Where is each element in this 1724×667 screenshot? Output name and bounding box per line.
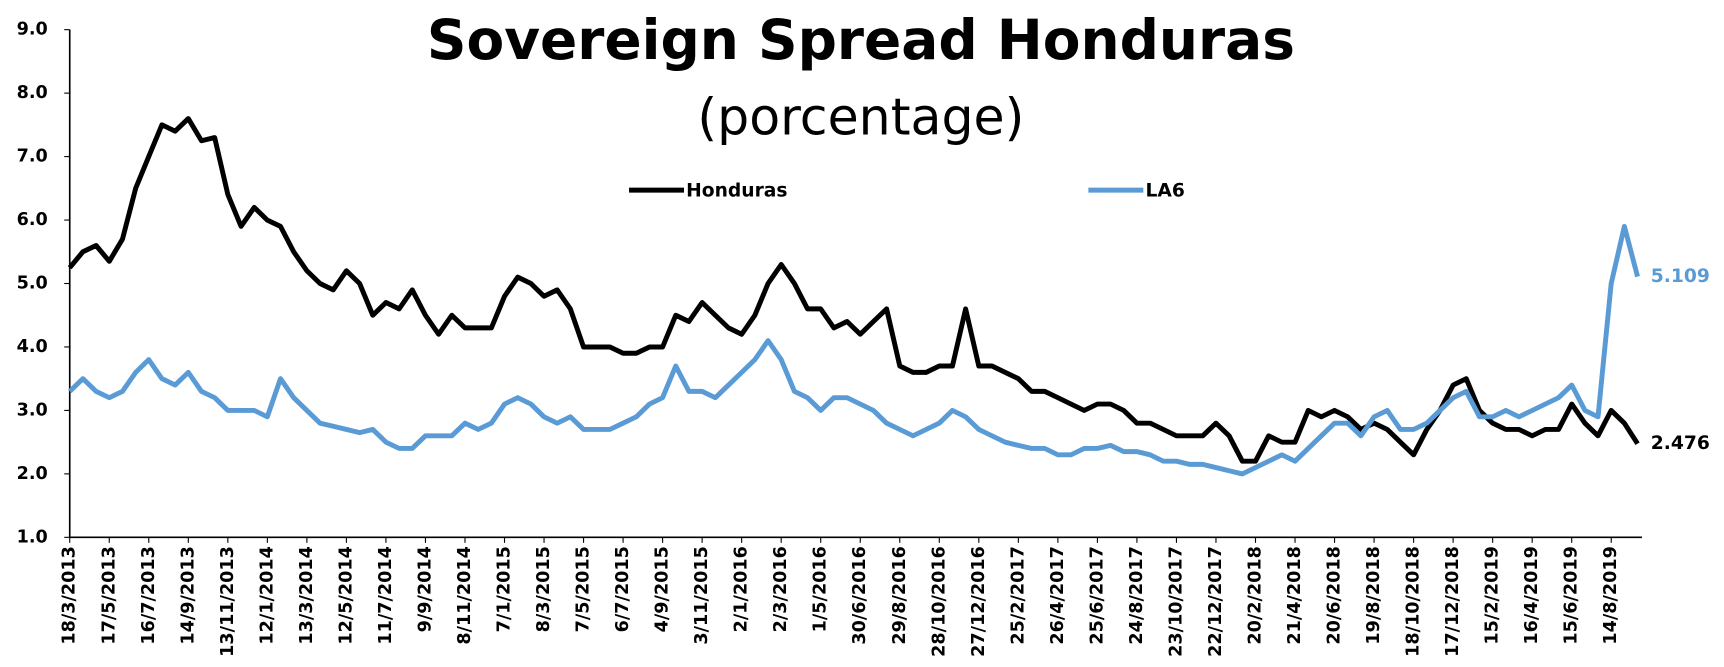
line-series <box>67 116 1640 464</box>
end-value-label: 5.109 <box>1651 266 1710 287</box>
chart-title: Sovereign Spread Honduras <box>427 8 1295 72</box>
x-tick-label: 17/5/2013 <box>99 546 119 644</box>
y-tick-label: 7.0 <box>17 147 48 167</box>
x-tick-label: 11/7/2014 <box>376 546 396 644</box>
x-tick-label: 16/7/2013 <box>139 546 159 644</box>
x-tick-label: 18/10/2018 <box>1404 546 1424 657</box>
x-tick-label: 27/12/2016 <box>969 546 989 657</box>
x-tick-label: 6/7/2015 <box>613 546 633 632</box>
x-tick-label: 16/4/2019 <box>1522 546 1542 644</box>
x-tick-label: 25/2/2017 <box>1008 546 1028 644</box>
y-tick-label: 1.0 <box>17 527 48 547</box>
x-tick-label: 3/11/2015 <box>692 546 712 644</box>
line-series <box>68 223 1640 477</box>
x-tick-label: 30/6/2016 <box>850 546 870 644</box>
x-tick-label: 20/6/2018 <box>1325 546 1345 644</box>
x-tick-label: 12/5/2014 <box>336 546 356 644</box>
end-value-label: 2.476 <box>1651 433 1710 454</box>
x-tick-label: 7/1/2015 <box>495 546 515 632</box>
x-tick-label: 23/10/2017 <box>1166 546 1186 657</box>
x-tick-label: 2/3/2016 <box>771 546 791 632</box>
x-tick-label: 1/5/2016 <box>811 546 831 632</box>
x-tick-label: 19/8/2018 <box>1364 546 1384 644</box>
legend-label: Honduras <box>686 181 787 202</box>
x-tick-label: 8/11/2014 <box>455 546 475 644</box>
x-tick-label: 7/5/2015 <box>574 546 594 632</box>
x-tick-label: 8/3/2015 <box>534 546 554 632</box>
x-tick-label: 29/8/2016 <box>890 546 910 644</box>
y-tick-label: 4.0 <box>17 337 48 357</box>
y-tick-label: 6.0 <box>17 210 48 230</box>
y-tick-label: 2.0 <box>17 464 48 484</box>
x-tick-label: 9/9/2014 <box>415 546 435 632</box>
x-tick-label: 14/9/2013 <box>178 546 198 644</box>
legend-label: LA6 <box>1146 181 1185 202</box>
x-tick-label: 17/12/2018 <box>1443 546 1463 657</box>
x-tick-label: 18/3/2013 <box>60 546 80 644</box>
x-tick-label: 13/11/2013 <box>218 546 238 657</box>
y-tick-label: 5.0 <box>17 274 48 294</box>
x-tick-label: 24/8/2017 <box>1127 546 1147 644</box>
x-tick-label: 4/9/2015 <box>653 546 673 632</box>
x-tick-label: 22/12/2017 <box>1206 546 1226 657</box>
x-tick-label: 20/2/2018 <box>1245 546 1265 644</box>
chart-subtitle: (porcentage) <box>697 87 1024 146</box>
y-tick-label: 8.0 <box>17 83 48 103</box>
x-tick-label: 21/4/2018 <box>1285 546 1305 644</box>
x-tick-label: 28/10/2016 <box>929 546 949 657</box>
x-tick-label: 14/8/2019 <box>1601 546 1621 644</box>
x-tick-label: 12/1/2014 <box>257 546 277 644</box>
y-tick-label: 9.0 <box>17 20 48 40</box>
x-tick-label: 15/6/2019 <box>1562 546 1582 644</box>
x-tick-label: 25/6/2017 <box>1087 546 1107 644</box>
x-tick-label: 26/4/2017 <box>1048 546 1068 644</box>
x-tick-label: 15/2/2019 <box>1483 546 1503 644</box>
y-tick-label: 3.0 <box>17 400 48 420</box>
x-tick-label: 2/1/2016 <box>732 546 752 632</box>
x-tick-label: 13/3/2014 <box>297 546 317 644</box>
